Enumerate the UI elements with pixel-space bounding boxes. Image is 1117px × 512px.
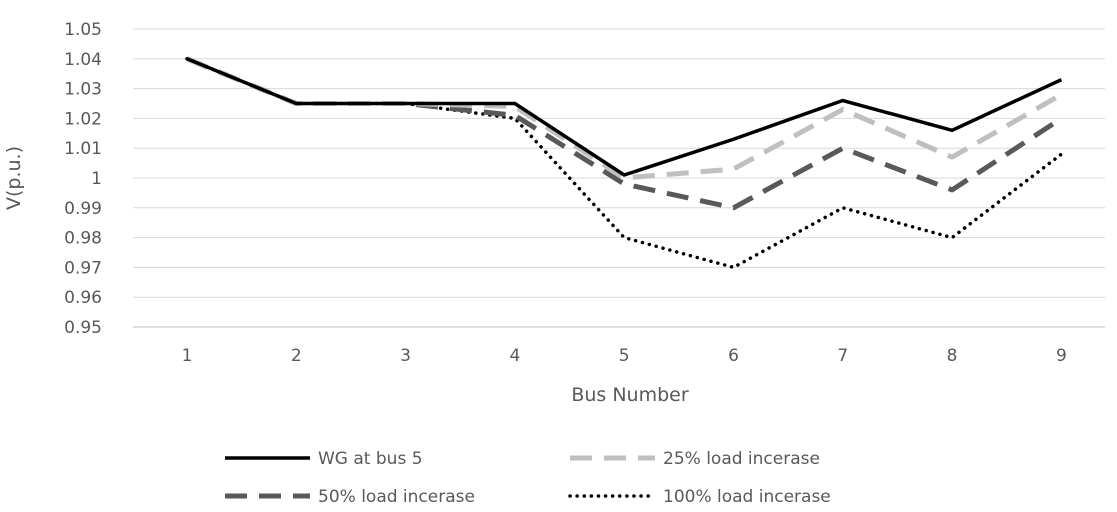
y-axis-ticks: 1.05 1.04 1.03 1.02 1.01 1 0.99 0.98 0.97 0.96 0.9…	[64, 20, 102, 338]
x-tick-label: 5	[619, 346, 630, 366]
x-tick-label: 7	[837, 346, 848, 366]
y-tick-label: 0.95	[64, 318, 102, 338]
x-tick-label: 9	[1056, 346, 1067, 366]
x-axis-label: Bus Number	[571, 384, 689, 406]
x-tick-label: 8	[947, 346, 958, 366]
y-tick-label: 1.01	[64, 139, 102, 159]
legend-label: WG at bus 5	[318, 449, 423, 469]
y-tick-label: 1	[91, 169, 102, 189]
series-line	[185, 57, 1064, 270]
y-tick-label: 0.97	[64, 258, 102, 278]
y-tick-label: 0.96	[64, 288, 102, 308]
y-tick-label: 1.02	[64, 109, 102, 129]
x-tick-label: 6	[728, 346, 739, 366]
x-tick-label: 2	[291, 346, 302, 366]
y-tick-label: 1.05	[64, 20, 102, 40]
legend-label: 50% load incerase	[318, 487, 475, 507]
x-tick-label: 1	[182, 346, 193, 366]
y-tick-label: 0.99	[64, 199, 102, 219]
legend-label: 25% load incerase	[663, 449, 820, 469]
x-axis-ticks: 1 2 3 4 5 6 7 8 9	[182, 346, 1067, 366]
x-tick-label: 4	[509, 346, 520, 366]
legend: WG at bus 5 25% load incerase 50% load inc…	[225, 449, 831, 507]
legend-label: 100% load incerase	[663, 487, 831, 507]
series-lines	[185, 56, 1064, 270]
series-line	[186, 57, 1063, 177]
y-axis-label: V(p.u.)	[3, 146, 25, 210]
y-tick-label: 0.98	[64, 229, 102, 249]
y-tick-label: 1.04	[64, 50, 102, 70]
series-line	[186, 56, 1063, 211]
x-tick-label: 3	[400, 346, 411, 366]
y-tick-label: 1.03	[64, 80, 102, 100]
